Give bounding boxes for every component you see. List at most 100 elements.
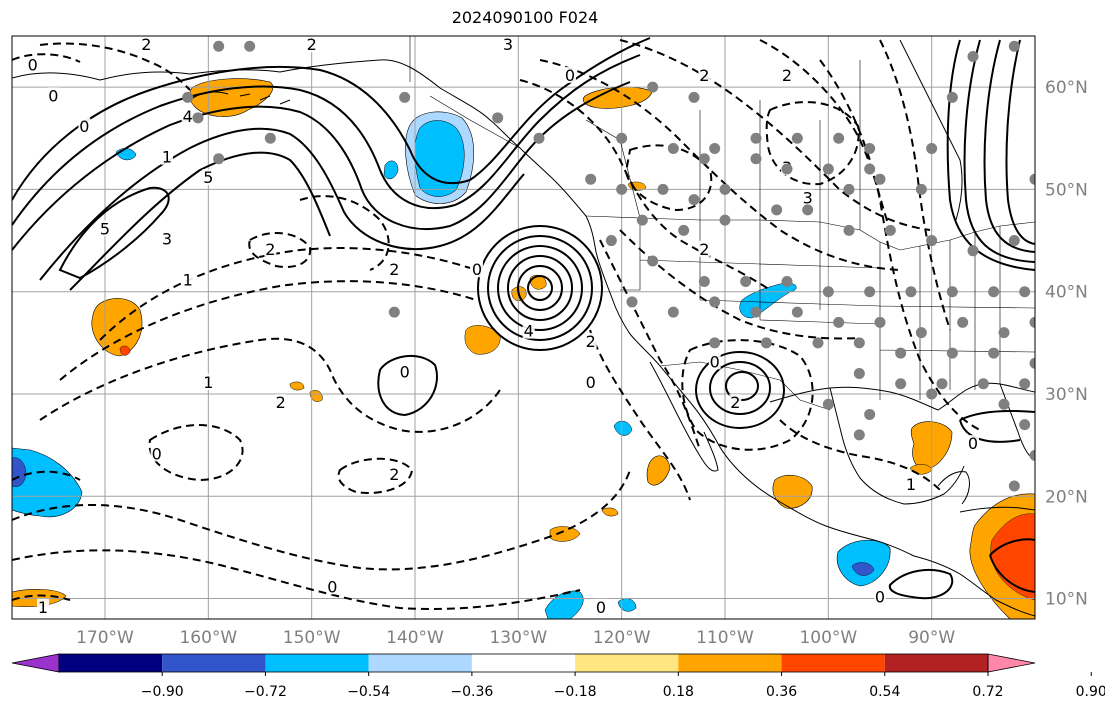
contour-low-2: [487, 235, 593, 341]
contour-label: 5: [203, 168, 213, 187]
contour-label: 2: [141, 35, 151, 54]
station-dot: [264, 132, 276, 144]
florida: [999, 383, 1031, 457]
shade-orange-low: [464, 325, 501, 355]
station-dot: [946, 347, 958, 359]
station-dot: [750, 306, 762, 318]
longitude-labels: 170°W 160°W 150°W 140°W 130°W 120°W 110°W 100°W…: [76, 628, 955, 648]
contour-label: 0: [152, 444, 162, 463]
colorbar-segment: [575, 654, 679, 672]
station-dot: [895, 347, 907, 359]
contour-label: 2: [699, 66, 709, 85]
contour-label-bg: [150, 445, 163, 462]
colorbar-tick-label: 0.54: [869, 684, 900, 700]
station-dot: [585, 173, 597, 185]
yucatan: [937, 471, 970, 505]
station-dot: [667, 143, 679, 155]
contour-label: 2: [389, 260, 399, 279]
colorbar: −0.90 −0.72 −0.54 −0.36 −0.18 0.18 0.36 0.54 0.7…: [11, 653, 1105, 700]
station-dot: [657, 183, 669, 195]
contour-east-4: [1005, 39, 1035, 245]
station-dot: [781, 275, 793, 287]
colorbar-tick-label: −0.36: [450, 684, 493, 700]
station-dot: [884, 224, 896, 236]
dashed-contour-canada-2: [539, 59, 901, 271]
station-dot: [1019, 419, 1031, 431]
contour-label-bg: [584, 332, 597, 349]
colorbar-segment: [678, 654, 782, 672]
station-dot: [791, 132, 803, 144]
station-dot: [791, 306, 803, 318]
contour-ridge-2: [12, 54, 641, 226]
contour-mexico-2: [709, 361, 771, 415]
contour-label: 0: [710, 352, 720, 371]
station-dot: [998, 398, 1010, 410]
station-dot: [967, 50, 979, 62]
lat-tick-label: 20°N: [1045, 487, 1088, 507]
station-dot: [926, 143, 938, 155]
station-dot: [213, 153, 225, 165]
baja-california: [649, 361, 719, 472]
shade-red-caribbean: [990, 513, 1035, 601]
contour-label: 2: [730, 393, 740, 412]
contour-label: 0: [565, 66, 575, 85]
central-america: [913, 555, 1035, 617]
dashed-contour-west-1: [12, 470, 81, 481]
station-dot: [988, 347, 1000, 359]
station-dot: [750, 132, 762, 144]
dashed-contour-5: [337, 457, 414, 494]
colorbar-segment: [162, 654, 266, 672]
lat-tick-label: 60°N: [1045, 78, 1088, 98]
lat-tick-label: 50°N: [1045, 180, 1088, 200]
station-dot: [864, 286, 876, 298]
shade-blue-hawaii: [12, 447, 83, 518]
lat-tick-label: 10°N: [1045, 590, 1088, 610]
contour-label: 0: [968, 434, 978, 453]
contour-label-bg: [202, 373, 215, 390]
dashed-contour-us-4: [879, 39, 951, 331]
contour-label-bg: [584, 373, 597, 390]
contour-label: 4: [524, 322, 534, 341]
lon-tick-label: 120°W: [593, 628, 651, 648]
shaded-fields: [12, 78, 1035, 619]
shade-orange-sw: [12, 589, 67, 607]
contour-label-bg: [305, 36, 318, 53]
dashed-contour-2: [59, 280, 477, 381]
contour-zero-mid: [377, 354, 438, 417]
contour-label: 2: [389, 465, 399, 484]
dashed-contour-3: [39, 337, 501, 433]
dashed-contours: [12, 39, 981, 610]
station-dot: [853, 337, 865, 349]
station-dot: [1019, 286, 1031, 298]
contour-label-bg: [388, 465, 401, 482]
dashed-contour-mexico: [681, 339, 814, 451]
shade-orange-baja: [646, 455, 671, 486]
contour-label: 2: [782, 66, 792, 85]
station-dot: [988, 286, 1000, 298]
contour-label: 0: [327, 577, 337, 596]
station-dot: [853, 429, 865, 441]
shade-orange-low3: [529, 275, 547, 290]
contour-label-bg: [78, 118, 91, 135]
station-dot: [388, 306, 400, 318]
station-dot: [1008, 480, 1020, 492]
contour-zero-carib: [989, 538, 1035, 593]
contour-east-2: [963, 39, 1035, 263]
station-dot: [822, 163, 834, 175]
contour-low-6: [527, 275, 553, 301]
contour-ridge-5: [69, 151, 331, 291]
station-dot: [1008, 40, 1020, 52]
station-markers: [182, 40, 1035, 492]
station-dot: [864, 163, 876, 175]
contour-label: 2: [265, 240, 275, 259]
contour-label-bg: [801, 189, 814, 206]
contour-label-bg: [522, 322, 535, 339]
lon-tick-label: 100°W: [799, 628, 857, 648]
station-dot: [864, 408, 876, 420]
station-dot: [698, 153, 710, 165]
station-dot: [698, 275, 710, 287]
contour-label-bg: [781, 66, 793, 83]
station-dot: [709, 337, 721, 349]
contour-label: 0: [875, 588, 885, 607]
